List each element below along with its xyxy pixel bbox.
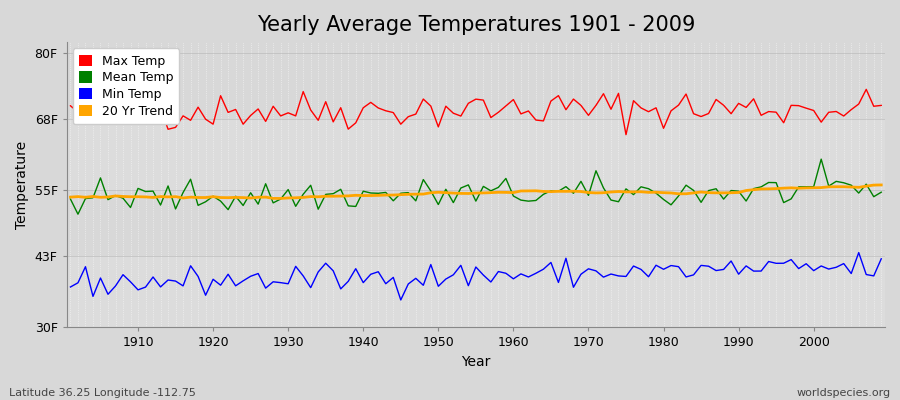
Title: Yearly Average Temperatures 1901 - 2009: Yearly Average Temperatures 1901 - 2009 <box>256 15 695 35</box>
Y-axis label: Temperature: Temperature <box>15 141 29 229</box>
Text: worldspecies.org: worldspecies.org <box>796 388 891 398</box>
Bar <box>67 256 885 328</box>
Legend: Max Temp, Mean Temp, Min Temp, 20 Yr Trend: Max Temp, Mean Temp, Min Temp, 20 Yr Tre… <box>73 48 179 124</box>
X-axis label: Year: Year <box>461 355 491 369</box>
Text: Latitude 36.25 Longitude -112.75: Latitude 36.25 Longitude -112.75 <box>9 388 196 398</box>
Bar <box>67 119 885 190</box>
